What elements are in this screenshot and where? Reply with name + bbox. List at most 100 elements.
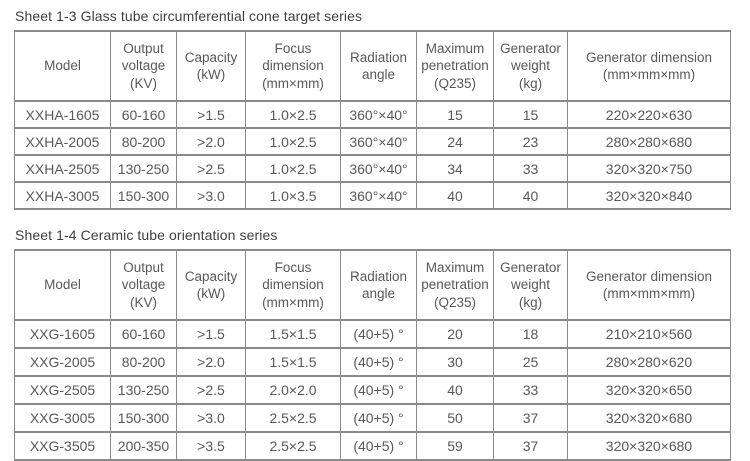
cell-generator-weight: 33	[493, 375, 568, 405]
cell-generator-dimension: 320×320×650	[567, 375, 731, 405]
table-title: Sheet 1-3 Glass tube circumferential con…	[15, 8, 363, 24]
cell-radiation-angle: 360°×40°	[340, 181, 417, 210]
table-section-ceramic-tube: Sheet 1-4 Ceramic tube orientation serie…	[14, 227, 736, 461]
cell-focus-dimension: 1.5×1.5	[245, 347, 341, 377]
cell-generator-dimension: 280×280×620	[567, 347, 731, 377]
cell-focus-dimension: 1.0×2.5	[245, 154, 341, 183]
cell-max-penetration: 40	[416, 181, 494, 210]
column-header-generator-weight: Generator weight (kg)	[493, 249, 568, 321]
cell-max-penetration: 59	[416, 431, 494, 461]
cell-focus-dimension: 2.0×2.0	[245, 375, 341, 405]
cell-focus-dimension: 1.0×3.5	[245, 181, 341, 210]
cell-generator-dimension: 320×320×750	[567, 154, 731, 183]
column-header-output-voltage: Output voltage (KV)	[110, 30, 177, 102]
cell-capacity: >2.0	[176, 347, 246, 377]
cell-output-voltage: 150-300	[110, 403, 177, 433]
table-title: Sheet 1-4 Ceramic tube orientation serie…	[15, 227, 278, 243]
table-row: XXHA-1605 60-160 >1.5 1.0×2.5 360°×40° 1…	[14, 100, 731, 129]
table-row: XXG-2005 80-200 >2.0 1.5×1.5 (40+5) ° 30…	[14, 347, 731, 377]
column-header-generator-weight: Generator weight (kg)	[493, 30, 568, 102]
cell-max-penetration: 15	[416, 100, 494, 129]
cell-capacity: >2.5	[176, 154, 246, 183]
column-header-max-penetration: Maximum penetration (Q235)	[416, 30, 494, 102]
cell-generator-weight: 40	[493, 181, 568, 210]
cell-max-penetration: 34	[416, 154, 494, 183]
cell-model: XXG-2505	[14, 375, 111, 405]
cell-model: XXG-3505	[14, 431, 111, 461]
column-header-model: Model	[14, 249, 111, 321]
column-header-radiation-angle: Radiation angle	[340, 30, 417, 102]
cell-output-voltage: 200-350	[110, 431, 177, 461]
cell-focus-dimension: 2.5×2.5	[245, 431, 341, 461]
cell-output-voltage: 130-250	[110, 154, 177, 183]
cell-radiation-angle: (40+5) °	[340, 347, 417, 377]
column-header-output-voltage: Output voltage (KV)	[110, 249, 177, 321]
cell-output-voltage: 150-300	[110, 181, 177, 210]
cell-generator-dimension: 280×280×680	[567, 127, 731, 156]
cell-output-voltage: 60-160	[110, 319, 177, 349]
cell-generator-dimension: 220×220×630	[567, 100, 731, 129]
cell-capacity: >2.0	[176, 127, 246, 156]
cell-generator-weight: 25	[493, 347, 568, 377]
cell-max-penetration: 30	[416, 347, 494, 377]
cell-capacity: >2.5	[176, 375, 246, 405]
table-row: XXG-3505 200-350 >3.5 2.5×2.5 (40+5) ° 5…	[14, 431, 731, 461]
cell-generator-weight: 33	[493, 154, 568, 183]
table-section-glass-tube: Sheet 1-3 Glass tube circumferential con…	[14, 8, 736, 210]
cell-model: XXHA-1605	[14, 100, 111, 129]
header-row: Model Output voltage (KV) Capacity (kW) …	[14, 30, 731, 102]
cell-capacity: >3.0	[176, 181, 246, 210]
cell-focus-dimension: 1.0×2.5	[245, 127, 341, 156]
cell-capacity: >1.5	[176, 100, 246, 129]
cell-max-penetration: 20	[416, 319, 494, 349]
column-header-capacity: Capacity (kW)	[176, 249, 246, 321]
cell-focus-dimension: 2.5×2.5	[245, 403, 341, 433]
cell-radiation-angle: (40+5) °	[340, 375, 417, 405]
cell-generator-weight: 23	[493, 127, 568, 156]
cell-max-penetration: 40	[416, 375, 494, 405]
table-row: XXG-1605 60-160 >1.5 1.5×1.5 (40+5) ° 20…	[14, 319, 731, 349]
cell-max-penetration: 50	[416, 403, 494, 433]
cell-radiation-angle: (40+5) °	[340, 319, 417, 349]
cell-radiation-angle: 360°×40°	[340, 154, 417, 183]
spec-table-glass-tube: Model Output voltage (KV) Capacity (kW) …	[14, 30, 731, 210]
cell-output-voltage: 80-200	[110, 127, 177, 156]
cell-focus-dimension: 1.0×2.5	[245, 100, 341, 129]
column-header-max-penetration: Maximum penetration (Q235)	[416, 249, 494, 321]
table-row: XXHA-2005 80-200 >2.0 1.0×2.5 360°×40° 2…	[14, 127, 731, 156]
table-row: XXG-3005 150-300 >3.0 2.5×2.5 (40+5) ° 5…	[14, 403, 731, 433]
column-header-model: Model	[14, 30, 111, 102]
column-header-focus-dimension: Focus dimension (mm×mm)	[245, 249, 341, 321]
column-header-capacity: Capacity (kW)	[176, 30, 246, 102]
spec-table-ceramic-tube: Model Output voltage (KV) Capacity (kW) …	[14, 249, 731, 461]
cell-output-voltage: 60-160	[110, 100, 177, 129]
cell-generator-weight: 18	[493, 319, 568, 349]
cell-capacity: >1.5	[176, 319, 246, 349]
cell-focus-dimension: 1.5×1.5	[245, 319, 341, 349]
cell-generator-weight: 37	[493, 403, 568, 433]
cell-generator-dimension: 320×320×680	[567, 431, 731, 461]
column-header-radiation-angle: Radiation angle	[340, 249, 417, 321]
cell-capacity: >3.0	[176, 403, 246, 433]
cell-radiation-angle: (40+5) °	[340, 431, 417, 461]
cell-model: XXHA-2005	[14, 127, 111, 156]
cell-max-penetration: 24	[416, 127, 494, 156]
cell-model: XXG-3005	[14, 403, 111, 433]
cell-capacity: >3.5	[176, 431, 246, 461]
cell-generator-dimension: 320×320×680	[567, 403, 731, 433]
cell-model: XXHA-2505	[14, 154, 111, 183]
cell-generator-weight: 15	[493, 100, 568, 129]
cell-model: XXG-1605	[14, 319, 111, 349]
table-row: XXHA-2505 130-250 >2.5 1.0×2.5 360°×40° …	[14, 154, 731, 183]
table-row: XXG-2505 130-250 >2.5 2.0×2.0 (40+5) ° 4…	[14, 375, 731, 405]
cell-generator-dimension: 210×210×560	[567, 319, 731, 349]
cell-output-voltage: 80-200	[110, 347, 177, 377]
cell-model: XXG-2005	[14, 347, 111, 377]
cell-radiation-angle: 360°×40°	[340, 100, 417, 129]
column-header-focus-dimension: Focus dimension (mm×mm)	[245, 30, 341, 102]
cell-radiation-angle: 360°×40°	[340, 127, 417, 156]
cell-radiation-angle: (40+5) °	[340, 403, 417, 433]
cell-model: XXHA-3005	[14, 181, 111, 210]
header-row: Model Output voltage (KV) Capacity (kW) …	[14, 249, 731, 321]
